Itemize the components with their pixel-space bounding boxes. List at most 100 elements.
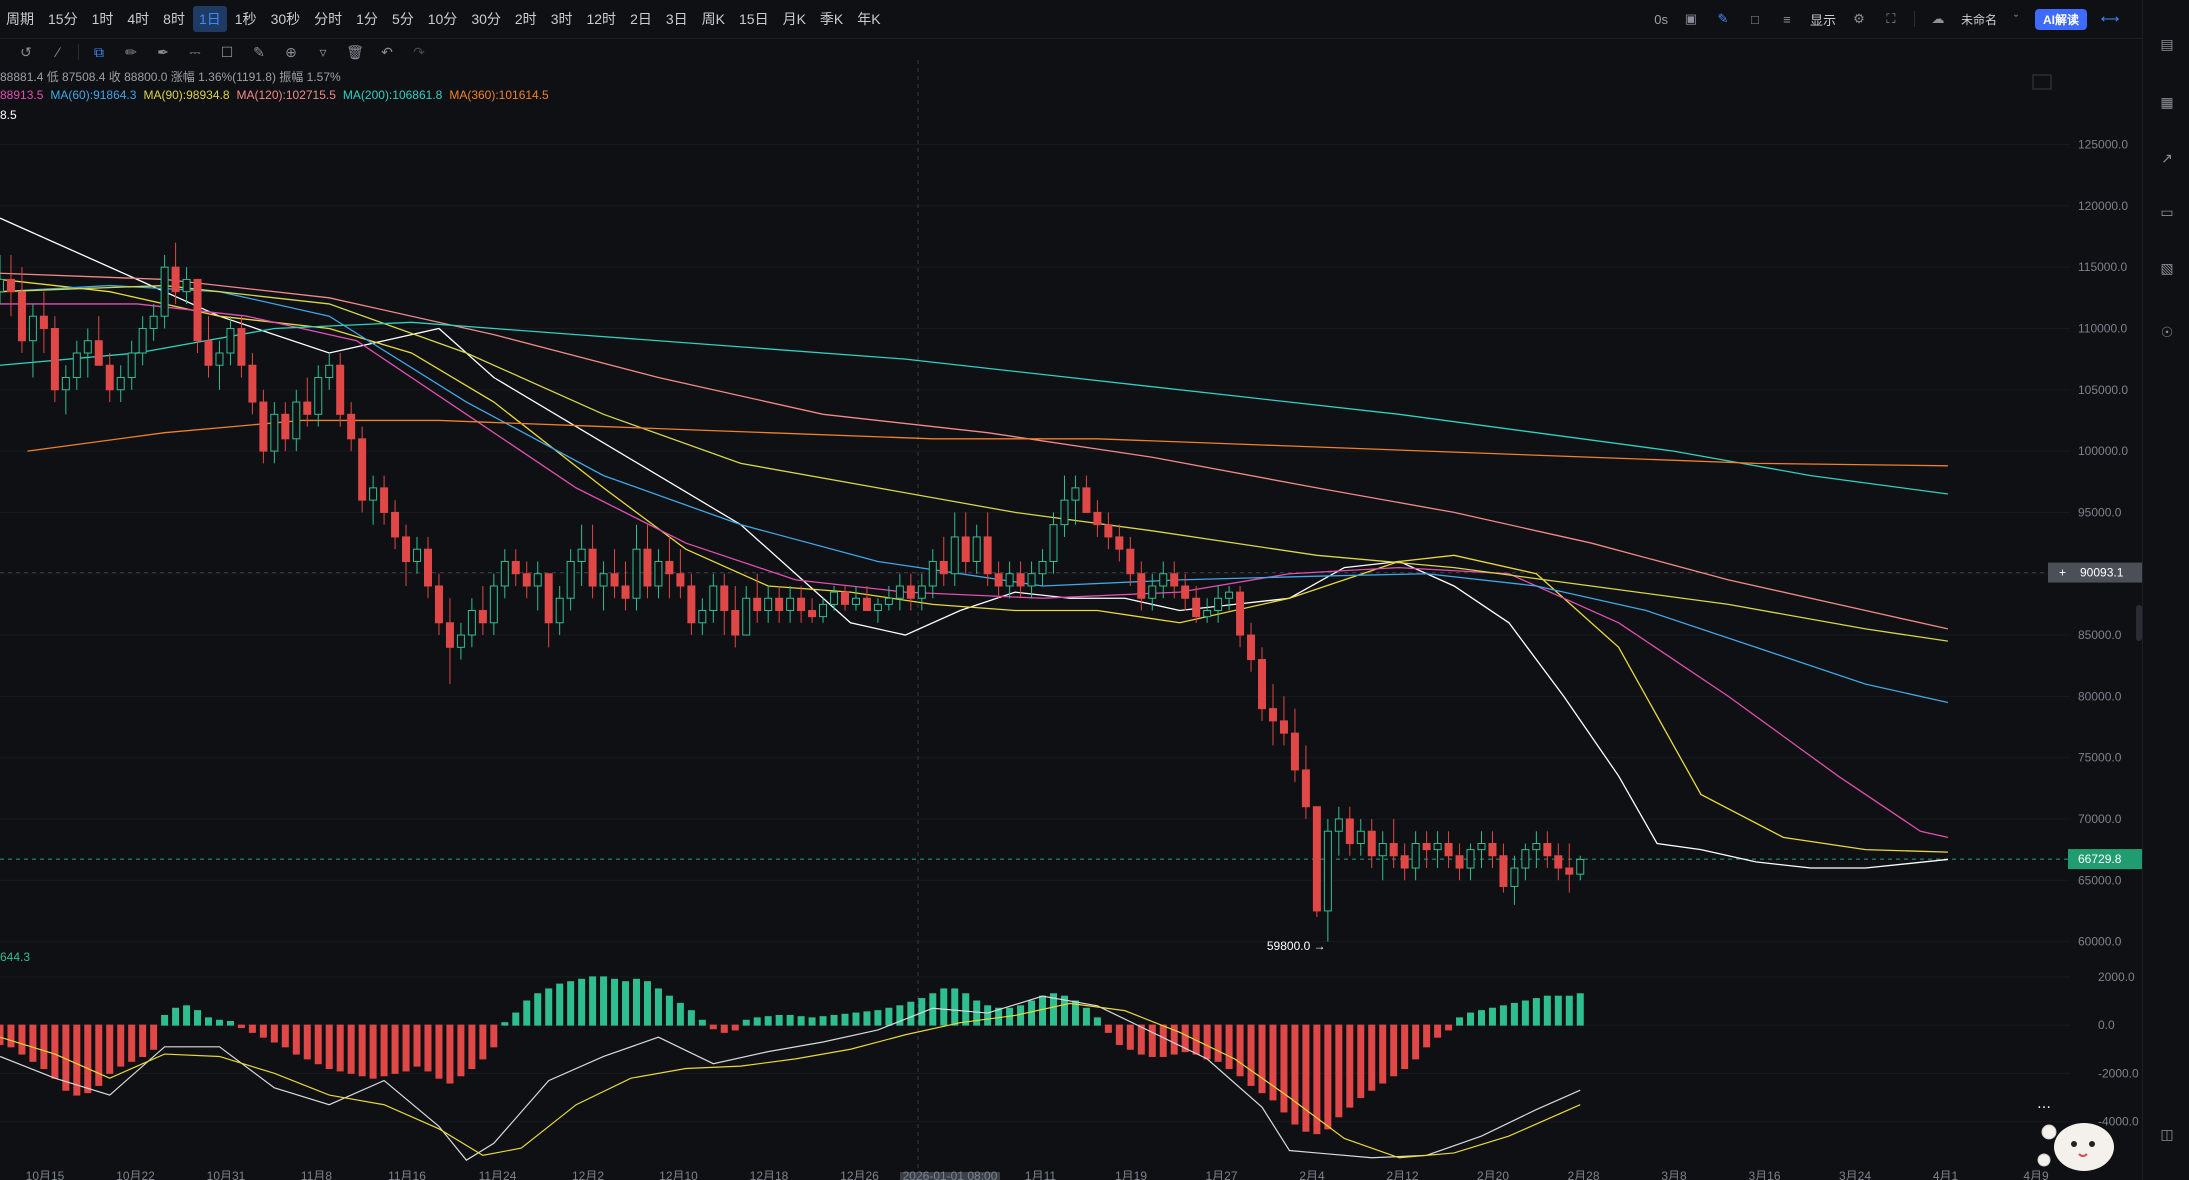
share-icon[interactable]: ⟷ [2100,11,2120,26]
macd-bar [973,1000,981,1026]
macd-bar [128,1024,136,1062]
period-tab[interactable]: 年K [857,11,881,27]
period-tab[interactable]: 10分 [427,11,458,27]
candle-body [665,560,674,575]
macd-bar [742,1019,750,1026]
period-tab[interactable]: 季K [819,11,844,27]
candle-body [731,610,740,636]
measure-tool-icon[interactable]: ⊕ [285,43,297,60]
period-tab[interactable]: 周期 [6,11,34,27]
macd-bar [183,1005,191,1026]
macd-bar [698,1019,706,1026]
workspace-name[interactable]: 未命名 [1960,12,1997,27]
candle-body [215,352,224,366]
macd-bar [797,1016,805,1026]
trash-icon[interactable]: 🗑 [346,43,364,60]
macd-bar [292,1024,300,1055]
candle-body [1016,573,1025,587]
period-tab[interactable]: 5分 [391,11,414,27]
toolbar-right: 0s ▣ ✎ □ ≡ 显示 ⚙ ⛶ ☁ 未命名 ˇ AI解读 ⟷ [1654,0,2119,38]
period-tab[interactable]: 12时 [586,11,617,27]
period-tab[interactable]: 2时 [514,11,537,27]
ai-analysis-button[interactable]: AI解读 [2034,8,2087,30]
trend-icon[interactable]: ↗ [2161,149,2173,166]
period-tab[interactable]: 15分 [48,11,78,27]
period-tab[interactable]: 3时 [550,11,573,27]
period-tab[interactable]: 3日 [665,11,688,27]
period-tab[interactable]: 1分 [356,11,378,27]
magnet-icon[interactable]: ↺ [20,43,32,60]
monitor-icon[interactable]: ▭ [2160,203,2174,220]
macd-bar [1543,995,1551,1026]
undo-icon[interactable]: ↶ [381,43,393,60]
note-tool-icon[interactable]: ☐ [220,43,234,60]
sync-icon[interactable]: ☉ [2160,323,2174,340]
period-tab[interactable]: 1秒 [234,11,257,27]
candle-body [281,413,290,440]
period-tab[interactable]: 1时 [91,11,114,27]
fullscreen-icon[interactable]: ⛶ [1886,11,1896,26]
candle-body [1060,499,1069,526]
redo-icon[interactable]: ↷ [413,43,425,60]
copy-tool-icon[interactable]: ⧉ [94,43,104,60]
mascot-icon[interactable]: … [2029,1092,2129,1172]
macd-bar [622,981,630,1026]
candle-body [72,352,81,379]
layers-icon[interactable]: ▧ [2160,259,2174,276]
period-tab[interactable]: 周K [701,11,725,27]
macd-bar [1170,1024,1178,1055]
display-button[interactable]: 显示 [1809,12,1836,28]
period-tab[interactable]: 2日 [630,11,652,27]
candle-body [1444,843,1453,857]
brush-tool-icon[interactable]: ✒ [157,43,169,60]
period-tab[interactable]: 4时 [127,11,150,27]
period-tab[interactable]: 月K [782,11,806,27]
camera-icon[interactable]: ▣ [1684,11,1698,26]
edit-tool-icon[interactable]: ✎ [253,43,265,60]
macd-bar [479,1024,487,1060]
period-tab[interactable]: 30秒 [270,11,301,27]
candlestick-chart[interactable]: 125000.0 120000.0 115000.0 110000.0 105000.0… [0,60,2142,1180]
candle-body [1148,585,1157,599]
candle-body [434,585,443,624]
sidebar-resize-handle[interactable] [2136,605,2142,641]
macd-bar [1313,1024,1321,1135]
ma-legend: 88913.5 MA(60):91864.3 MA(90):98934.8 MA(12… [0,88,556,102]
crosshair-price-label: 90093.1 [2080,566,2124,580]
macd-bar [1412,1024,1420,1060]
x-tick-label: 2月4 [1299,1169,1325,1180]
filter-tool-icon[interactable]: ▿ [319,43,327,60]
pencil-tool-icon[interactable]: ✏ [125,43,137,60]
crosshair-date-bg [900,1172,1000,1180]
period-tab[interactable]: 30分 [471,11,501,27]
macd-bar [1225,1024,1233,1070]
macd-bar [1017,1005,1025,1026]
period-tab[interactable]: 8时 [163,11,185,27]
candle-body [6,278,15,293]
candle-body [1071,487,1080,501]
macd-bar [1554,995,1562,1026]
candle-body [555,597,564,624]
period-tab[interactable]: 分时 [314,11,343,27]
macd-bar [600,976,608,1026]
period-tab[interactable]: 1日 [192,6,227,32]
pen-icon[interactable]: ✎ [1717,11,1729,26]
candle-body [160,266,169,317]
crop-icon[interactable]: □ [1751,11,1759,27]
line-tool-icon[interactable]: ∕ [56,44,60,60]
y-tick-label: 85000.0 [2078,628,2122,642]
document-icon[interactable]: ▤ [2160,35,2174,52]
pattern-tool-icon[interactable]: ⎓ [189,43,201,60]
macd-bar [534,993,542,1026]
settings-icon[interactable]: ⚙ [1853,11,1865,26]
panel-icon[interactable]: ◫ [2160,1125,2174,1142]
chevron-down-icon[interactable]: ˇ [2013,11,2019,27]
candle-body [83,340,92,354]
candle-body [391,511,400,538]
y-tick-label: 125000.0 [2078,138,2128,152]
list-icon[interactable]: ≡ [1783,11,1791,27]
period-tab[interactable]: 15日 [739,11,769,27]
candle-body [819,603,828,618]
bookmark-icon[interactable]: ▦ [2160,93,2174,110]
y-tick-label: 105000.0 [2078,383,2128,397]
